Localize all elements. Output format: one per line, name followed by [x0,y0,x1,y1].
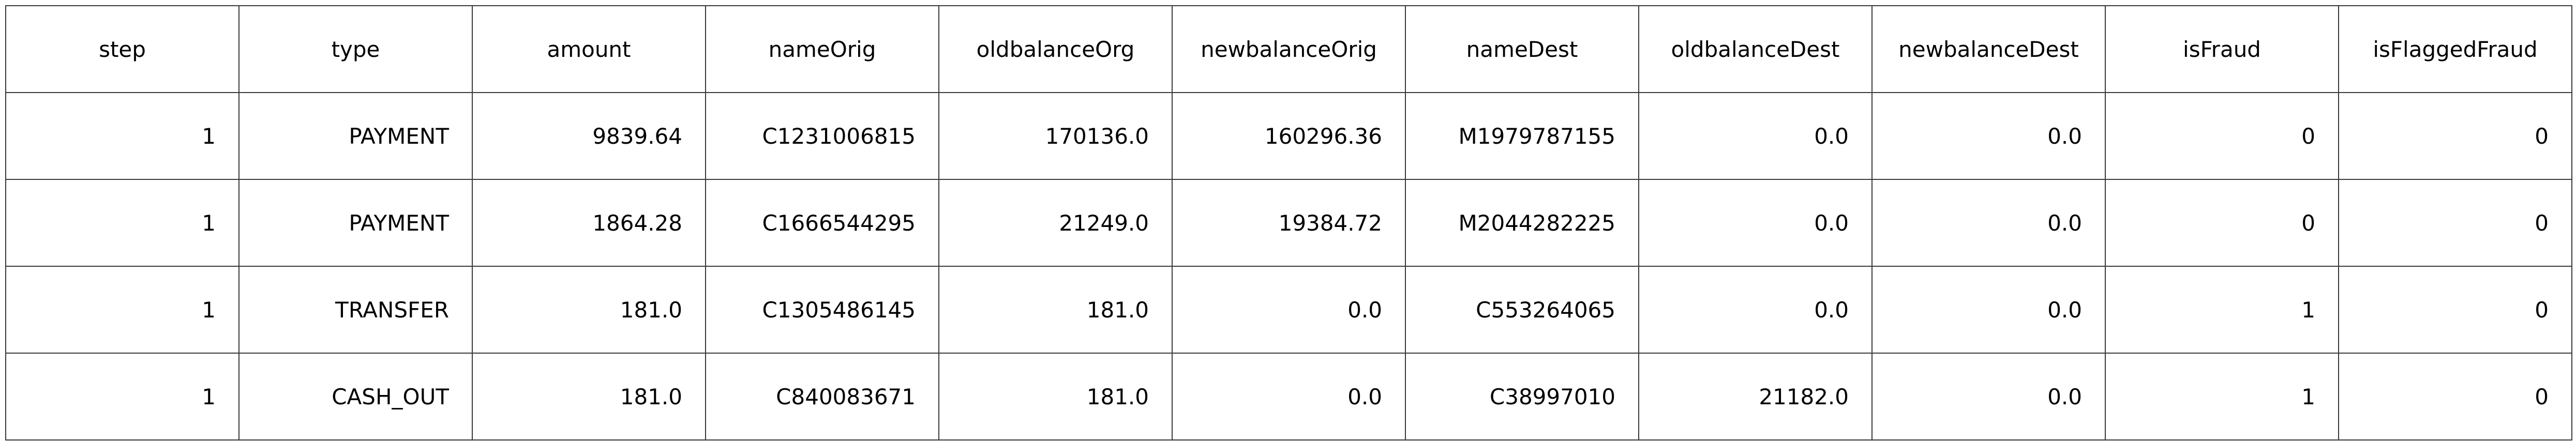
table-row: 1 TRANSFER 181.0 C1305486145 181.0 0.0 C… [5,266,2572,354]
table-header: step type amount nameOrig oldbalanceOrg … [5,5,2572,93]
table-cell: M1979787155 [1405,92,1639,180]
column-header-namedest: nameDest [1405,5,1639,93]
column-header-type: type [238,5,473,93]
table-cell: 0 [2338,353,2572,440]
table-cell: 0.0 [1638,266,1873,354]
table-cell: C1305486145 [705,266,939,354]
table-cell: PAYMENT [238,92,473,180]
table-cell: 1 [5,92,239,180]
table-cell: 9839.64 [472,92,706,180]
transactions-table: step type amount nameOrig oldbalanceOrg … [5,5,2572,440]
table-cell: 181.0 [472,353,706,440]
table-cell: 0.0 [1871,353,2106,440]
table-row: 1 PAYMENT 9839.64 C1231006815 170136.0 1… [5,92,2572,180]
table-cell: 1 [5,179,239,267]
table-cell: 1864.28 [472,179,706,267]
column-header-oldbalancedest: oldbalanceDest [1638,5,1873,93]
column-header-nameorig: nameOrig [705,5,939,93]
table-cell: C553264065 [1405,266,1639,354]
table-cell: 21249.0 [938,179,1173,267]
table-cell: CASH_OUT [238,353,473,440]
table-cell: C1666544295 [705,179,939,267]
table-cell: 0 [2338,266,2572,354]
table-cell: 181.0 [938,353,1173,440]
table-cell: 0.0 [1172,353,1406,440]
header-row: step type amount nameOrig oldbalanceOrg … [5,5,2572,93]
table-cell: 0.0 [1172,266,1406,354]
column-header-amount: amount [472,5,706,93]
table-cell: 1 [2105,353,2339,440]
table-cell: PAYMENT [238,179,473,267]
column-header-newbalanceorig: newbalanceOrig [1172,5,1406,93]
table-cell: 181.0 [472,266,706,354]
table-cell: 160296.36 [1172,92,1406,180]
table-cell: 0 [2105,92,2339,180]
column-header-isfraud: isFraud [2105,5,2339,93]
table-cell: 1 [5,266,239,354]
table-cell: 1 [2105,266,2339,354]
table-cell: 0.0 [1871,92,2106,180]
column-header-step: step [5,5,239,93]
table-cell: M2044282225 [1405,179,1639,267]
column-header-isflaggedfraud: isFlaggedFraud [2338,5,2572,93]
column-header-newbalancedest: newbalanceDest [1871,5,2106,93]
table-cell: 1 [5,353,239,440]
table-cell: 0.0 [1871,179,2106,267]
table-cell: 0 [2105,179,2339,267]
table-cell: TRANSFER [238,266,473,354]
table-cell: C840083671 [705,353,939,440]
table-cell: 0 [2338,179,2572,267]
table-row: 1 CASH_OUT 181.0 C840083671 181.0 0.0 C3… [5,353,2572,440]
table-cell: 21182.0 [1638,353,1873,440]
table-cell: 170136.0 [938,92,1173,180]
table-cell: C38997010 [1405,353,1639,440]
table-cell: 0 [2338,92,2572,180]
table-cell: C1231006815 [705,92,939,180]
table-body: 1 PAYMENT 9839.64 C1231006815 170136.0 1… [5,92,2572,440]
data-table-container: step type amount nameOrig oldbalanceOrg … [5,5,2572,440]
table-cell: 0.0 [1638,92,1873,180]
table-cell: 181.0 [938,266,1173,354]
table-cell: 19384.72 [1172,179,1406,267]
table-cell: 0.0 [1638,179,1873,267]
table-cell: 0.0 [1871,266,2106,354]
table-row: 1 PAYMENT 1864.28 C1666544295 21249.0 19… [5,179,2572,267]
column-header-oldbalanceorg: oldbalanceOrg [938,5,1173,93]
